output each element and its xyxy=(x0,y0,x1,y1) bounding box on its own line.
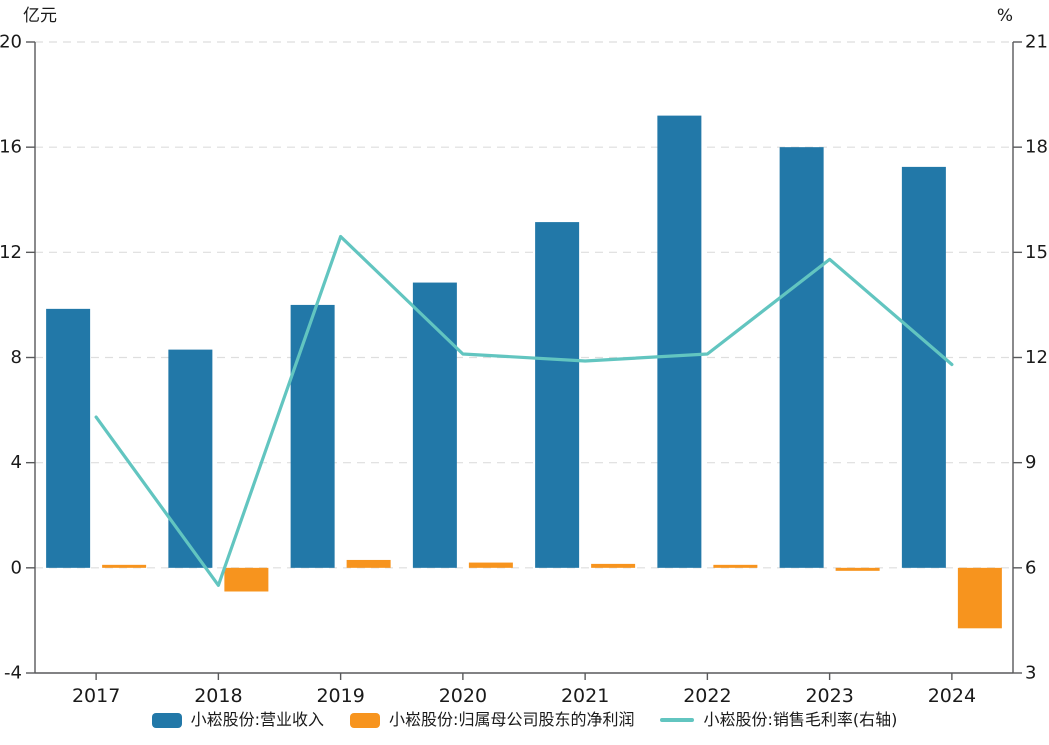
x-axis-label-2019: 2019 xyxy=(316,685,364,707)
bar-revenue-2023 xyxy=(779,147,824,568)
bar-net-profit-2020 xyxy=(468,562,513,568)
legend-item-net-profit[interactable]: 小崧股份:归属母公司股东的净利润 xyxy=(350,712,634,728)
legend-swatch xyxy=(151,712,182,728)
bar-net-profit-2024 xyxy=(957,567,1002,629)
gross-margin-line xyxy=(94,234,954,587)
x-axis-label-2024: 2024 xyxy=(928,685,976,707)
left-axis-tick-label: 4 xyxy=(11,452,22,473)
legend-line-marker xyxy=(660,718,695,722)
bar-net-profit-2021 xyxy=(591,563,636,568)
bar-revenue-2024 xyxy=(901,166,946,568)
x-axis-label-2023: 2023 xyxy=(805,685,853,707)
x-axis-label-2022: 2022 xyxy=(683,685,731,707)
left-axis-unit-label: 亿元 xyxy=(23,6,57,26)
left-axis-tick-label: 8 xyxy=(11,347,22,368)
bar-net-profit-2017 xyxy=(102,564,147,568)
bar-revenue-2018 xyxy=(168,349,213,568)
x-axis-label-2020: 2020 xyxy=(439,685,487,707)
bar-net-profit-2022 xyxy=(713,564,758,568)
right-axis-tick-label: 12 xyxy=(1025,347,1048,368)
bar-revenue-2022 xyxy=(657,115,702,568)
bar-revenue-2020 xyxy=(412,282,457,568)
left-axis-tick-label: 12 xyxy=(0,242,22,263)
legend-label: 小崧股份:销售毛利率(右轴) xyxy=(703,710,898,729)
legend-item-gross-margin[interactable]: 小崧股份:销售毛利率(右轴) xyxy=(660,712,897,728)
right-axis-tick-label: 6 xyxy=(1025,557,1036,578)
bar-net-profit-2018 xyxy=(224,567,269,592)
bar-net-profit-2019 xyxy=(346,559,391,568)
legend-label: 小崧股份:营业收入 xyxy=(190,710,325,729)
right-axis-tick-label: 18 xyxy=(1025,137,1048,158)
x-axis-label-2017: 2017 xyxy=(72,685,120,707)
bar-revenue-2021 xyxy=(535,222,580,568)
x-axis-label-2018: 2018 xyxy=(194,685,242,707)
bar-net-profit-2023 xyxy=(835,567,880,571)
right-axis-tick-label: 21 xyxy=(1025,32,1048,53)
legend-label: 小崧股份:归属母公司股东的净利润 xyxy=(389,710,635,729)
right-axis-tick-label: 9 xyxy=(1025,452,1036,473)
right-axis-tick-label: 3 xyxy=(1025,663,1036,684)
x-axis-label-2021: 2021 xyxy=(561,685,609,707)
bar-revenue-2019 xyxy=(290,304,335,568)
left-axis-tick-label: 0 xyxy=(11,557,22,578)
right-axis-tick-label: 15 xyxy=(1025,242,1048,263)
legend-swatch xyxy=(350,712,381,728)
legend: 小崧股份:营业收入 小崧股份:归属母公司股东的净利润 小崧股份:销售毛利率(右轴) xyxy=(0,712,1049,728)
left-axis-tick-label: 20 xyxy=(0,32,22,53)
right-axis-unit-label: % xyxy=(996,6,1013,26)
bar-revenue-2017 xyxy=(46,308,91,568)
legend-item-revenue[interactable]: 小崧股份:营业收入 xyxy=(151,710,325,729)
left-axis-tick-label: 16 xyxy=(0,137,22,158)
left-axis-tick-label: -4 xyxy=(4,663,22,684)
